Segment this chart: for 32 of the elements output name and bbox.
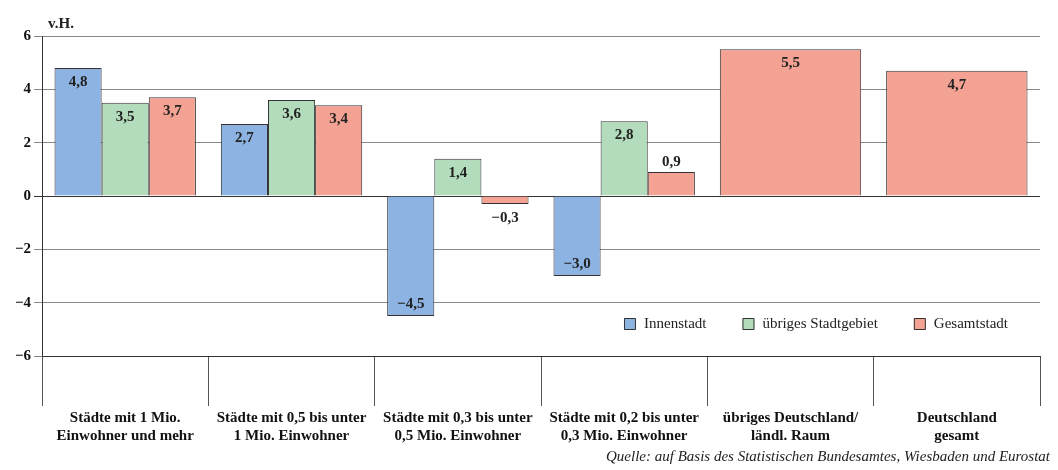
- data-label: 4,8: [68, 73, 88, 89]
- data-label: 4,7: [947, 75, 967, 92]
- y-tick-label: −2: [14, 240, 32, 257]
- data-label: −3,0: [563, 255, 591, 271]
- x-tick-label: Städte mit 0,2 bis unter 0,3 Mio. Einwohner: [549, 408, 700, 443]
- y-tick-label: −6: [14, 346, 32, 363]
- x-tick-label: Städte mit 1 Mio. Einwohner und mehr: [56, 408, 195, 443]
- data-label: 3,7: [162, 102, 183, 119]
- data-label: 5,5: [781, 54, 800, 71]
- legend-label: übriges Stadtgebiet: [762, 314, 879, 331]
- y-tick-label: 6: [23, 26, 32, 43]
- data-label: 3,5: [115, 107, 135, 124]
- legend-label: Gesamtstadt: [933, 314, 1009, 331]
- data-label: 1,4: [448, 163, 468, 180]
- source-note: Quelle: auf Basis des Statistischen Bundesamtes, Wiesbaden und Eurostat: [605, 448, 1050, 465]
- legend-label: Innenstadt: [643, 314, 708, 331]
- data-label: 3,6: [282, 105, 302, 121]
- data-label: 2,7: [235, 129, 255, 145]
- x-tick-label: Städte mit 0,5 bis unter 1 Mio. Einwohner: [216, 408, 367, 443]
- data-label: −0,3: [491, 209, 519, 225]
- y-axis-title: v.H.: [48, 15, 75, 31]
- data-label: 2,8: [614, 126, 634, 143]
- x-tick-label: Deutschland gesamt: [916, 408, 998, 443]
- data-label: −4,5: [397, 295, 425, 311]
- y-tick-label: 4: [23, 80, 32, 97]
- data-label: 3,4: [329, 110, 349, 127]
- data-label: 0,9: [661, 153, 681, 169]
- x-tick-label: übriges Deutschland/ ländl. Raum: [722, 408, 860, 443]
- y-tick-label: 2: [23, 133, 32, 150]
- x-tick-label: Städte mit 0,3 bis unter 0,5 Mio. Einwohner: [383, 408, 533, 443]
- y-tick-label: −4: [14, 293, 32, 310]
- y-tick-label: 0: [23, 186, 32, 203]
